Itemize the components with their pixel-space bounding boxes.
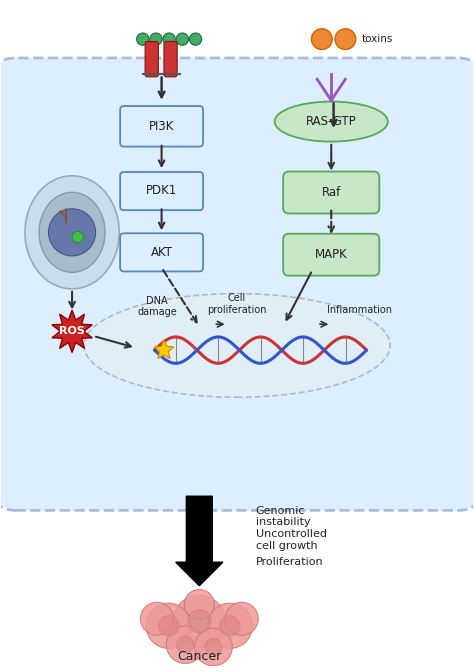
Circle shape xyxy=(72,231,83,243)
Circle shape xyxy=(225,602,258,635)
Text: DNA
damage: DNA damage xyxy=(137,296,177,317)
Text: RAS-GTP: RAS-GTP xyxy=(306,115,356,128)
Circle shape xyxy=(207,603,253,648)
Circle shape xyxy=(184,589,214,620)
Text: MAPK: MAPK xyxy=(315,248,347,261)
Text: AKT: AKT xyxy=(151,246,173,259)
Text: Cell
proliferation: Cell proliferation xyxy=(207,293,267,314)
Circle shape xyxy=(188,610,211,633)
Circle shape xyxy=(146,603,191,648)
Ellipse shape xyxy=(275,101,388,142)
Circle shape xyxy=(311,29,332,50)
FancyBboxPatch shape xyxy=(120,233,203,271)
Circle shape xyxy=(173,595,225,647)
Circle shape xyxy=(48,209,96,256)
Ellipse shape xyxy=(84,294,390,397)
Text: Cancer: Cancer xyxy=(177,650,221,663)
Circle shape xyxy=(190,33,201,45)
Text: Uncontrolled
cell growth: Uncontrolled cell growth xyxy=(256,530,327,551)
FancyArrowPatch shape xyxy=(190,499,209,560)
Circle shape xyxy=(177,636,194,653)
Circle shape xyxy=(137,33,149,45)
Text: PDK1: PDK1 xyxy=(146,184,177,198)
Text: PI3K: PI3K xyxy=(149,120,174,133)
FancyBboxPatch shape xyxy=(120,172,203,210)
Text: toxins: toxins xyxy=(362,34,393,44)
FancyBboxPatch shape xyxy=(164,42,177,77)
Circle shape xyxy=(150,33,162,45)
Circle shape xyxy=(195,628,232,666)
FancyBboxPatch shape xyxy=(283,234,379,276)
Text: Raf: Raf xyxy=(322,185,341,199)
FancyBboxPatch shape xyxy=(0,58,474,510)
FancyBboxPatch shape xyxy=(283,171,379,214)
Circle shape xyxy=(140,602,173,635)
Text: Proliferation: Proliferation xyxy=(256,558,323,567)
Text: Genomic
instability: Genomic instability xyxy=(256,505,310,528)
FancyBboxPatch shape xyxy=(120,106,203,146)
Ellipse shape xyxy=(25,176,119,289)
Polygon shape xyxy=(52,310,92,353)
Text: Inflammation: Inflammation xyxy=(327,305,392,314)
Circle shape xyxy=(220,616,240,636)
FancyBboxPatch shape xyxy=(145,42,158,77)
Circle shape xyxy=(335,29,356,50)
Circle shape xyxy=(176,33,189,45)
Circle shape xyxy=(163,33,175,45)
Polygon shape xyxy=(154,340,174,359)
Text: ROS: ROS xyxy=(59,327,85,336)
Ellipse shape xyxy=(39,192,105,272)
Circle shape xyxy=(158,616,179,636)
Circle shape xyxy=(205,638,222,655)
Circle shape xyxy=(166,626,204,663)
FancyArrow shape xyxy=(176,496,223,586)
